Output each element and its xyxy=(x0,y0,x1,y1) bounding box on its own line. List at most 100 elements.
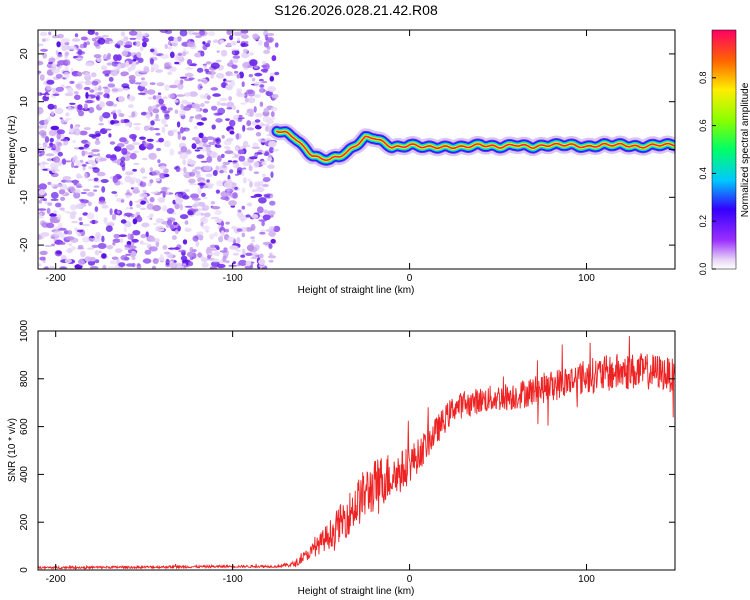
noise-speck xyxy=(177,191,187,198)
noise-speck xyxy=(226,107,233,110)
noise-speck xyxy=(131,238,139,243)
noise-speck xyxy=(91,80,99,86)
noise-speck xyxy=(256,187,265,193)
noise-speck xyxy=(188,117,193,123)
noise-speck xyxy=(39,250,48,256)
noise-speck xyxy=(44,38,50,42)
noise-speck xyxy=(135,203,142,209)
noise-speck xyxy=(186,59,193,65)
noise-speck xyxy=(99,115,104,122)
noise-speck xyxy=(127,66,132,72)
noise-speck xyxy=(141,222,150,228)
noise-speck xyxy=(201,192,206,197)
noise-speck xyxy=(219,97,228,102)
y-tick-label: 1000 xyxy=(19,319,30,342)
noise-speck xyxy=(136,51,142,58)
noise-speck xyxy=(55,202,62,208)
noise-speck xyxy=(268,243,273,249)
noise-speck xyxy=(73,165,79,169)
noise-speck xyxy=(220,230,225,237)
noise-speckle xyxy=(38,30,281,269)
noise-speck xyxy=(111,191,118,194)
noise-speck xyxy=(151,105,159,110)
noise-speck xyxy=(263,209,269,214)
noise-speck xyxy=(91,244,99,248)
noise-speck xyxy=(242,124,246,132)
noise-speck xyxy=(146,203,154,210)
noise-speck xyxy=(227,61,233,66)
noise-speck xyxy=(174,99,179,103)
noise-speck xyxy=(269,195,274,198)
noise-speck xyxy=(67,230,73,235)
noise-speck xyxy=(189,91,198,97)
noise-speck xyxy=(84,172,88,179)
noise-speck xyxy=(195,35,202,39)
noise-speck xyxy=(38,125,44,129)
noise-speck xyxy=(91,149,100,153)
noise-speck xyxy=(67,186,75,193)
noise-speck xyxy=(263,107,270,113)
noise-speck xyxy=(261,183,269,188)
noise-speck xyxy=(237,117,245,120)
noise-speck xyxy=(73,191,81,199)
noise-speck xyxy=(56,214,62,221)
noise-speck xyxy=(153,118,161,122)
noise-speck xyxy=(197,182,206,186)
noise-speck xyxy=(217,155,222,163)
noise-speck xyxy=(72,74,79,77)
noise-speck xyxy=(70,204,77,211)
noise-speck xyxy=(183,189,190,193)
noise-speck xyxy=(76,204,85,208)
noise-speck xyxy=(107,83,116,88)
noise-speck xyxy=(216,50,220,53)
noise-speck xyxy=(127,104,134,109)
noise-speck xyxy=(186,251,195,258)
noise-speck xyxy=(44,119,49,125)
noise-speck xyxy=(172,212,177,216)
noise-speck xyxy=(120,199,125,203)
noise-speck xyxy=(254,244,260,251)
noise-speck xyxy=(222,164,227,169)
noise-speck xyxy=(44,245,53,247)
noise-speck xyxy=(196,121,204,126)
noise-speck xyxy=(129,133,137,140)
noise-speck xyxy=(161,186,168,194)
noise-speck xyxy=(177,133,181,140)
noise-speck xyxy=(219,250,228,253)
noise-speck xyxy=(254,119,261,123)
noise-speck xyxy=(83,103,88,110)
noise-speck xyxy=(232,58,239,64)
noise-speck xyxy=(87,178,94,181)
noise-speck xyxy=(174,61,180,65)
noise-speck xyxy=(101,66,108,71)
noise-speck xyxy=(71,38,81,42)
noise-speck xyxy=(78,146,85,150)
noise-speck xyxy=(93,185,100,188)
noise-speck xyxy=(222,255,227,263)
noise-speck xyxy=(115,248,123,254)
noise-speck xyxy=(73,147,80,150)
noise-speck xyxy=(129,37,137,40)
noise-speck xyxy=(266,157,273,162)
noise-speck xyxy=(79,221,83,226)
noise-speck xyxy=(112,123,121,127)
noise-speck xyxy=(83,41,87,49)
noise-speck xyxy=(83,127,91,131)
noise-speck xyxy=(168,36,175,42)
noise-speck xyxy=(45,153,55,157)
noise-speck xyxy=(196,67,204,73)
noise-speck xyxy=(55,86,64,92)
noise-speck xyxy=(67,87,74,94)
noise-speck xyxy=(136,263,141,267)
noise-speck xyxy=(38,189,46,196)
noise-speck xyxy=(146,89,156,95)
noise-speck xyxy=(39,74,45,81)
noise-speck xyxy=(70,246,76,251)
noise-speck xyxy=(149,167,153,172)
noise-speck xyxy=(246,120,252,127)
noise-speck xyxy=(88,166,94,170)
noise-speck xyxy=(49,142,54,147)
noise-speck xyxy=(110,155,117,161)
noise-speck xyxy=(119,181,124,185)
